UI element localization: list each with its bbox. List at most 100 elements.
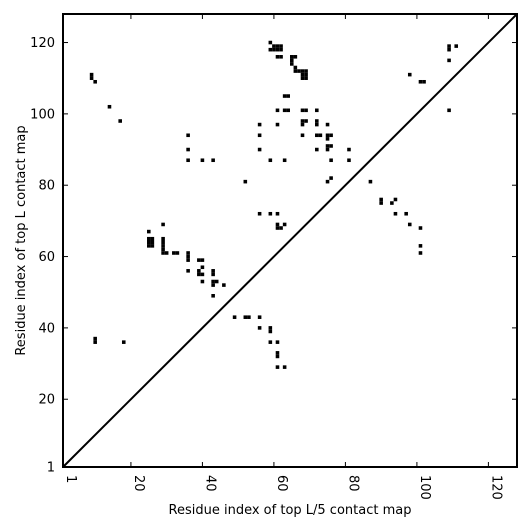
- contact-point: [268, 158, 273, 163]
- contact-point: [329, 144, 333, 148]
- contact-point: [329, 133, 333, 138]
- diagonal-line: [62, 13, 518, 468]
- contact-point: [304, 72, 308, 77]
- x-tick-label: 80: [345, 475, 360, 492]
- contact-point: [315, 133, 319, 138]
- contact-point: [275, 351, 280, 355]
- contact-point: [186, 158, 190, 163]
- contact-point: [200, 279, 205, 284]
- contact-point: [290, 62, 294, 66]
- contact-point: [211, 158, 215, 163]
- contact-point: [161, 222, 165, 227]
- contact-point: [329, 176, 333, 180]
- contact-point: [347, 158, 351, 163]
- contact-point: [422, 79, 426, 84]
- contact-point: [300, 69, 305, 73]
- contact-point: [282, 158, 287, 163]
- contact-point: [150, 240, 155, 245]
- contact-point: [243, 179, 248, 184]
- contact-point: [93, 336, 97, 341]
- contact-point: [257, 133, 262, 138]
- contact-point: [300, 72, 305, 77]
- contact-point: [121, 340, 126, 344]
- contact-point: [186, 258, 190, 262]
- contact-point: [257, 211, 262, 216]
- y-tick-label: 40: [38, 321, 55, 336]
- contact-point: [107, 104, 112, 109]
- contact-point: [329, 158, 333, 163]
- contact-point: [293, 65, 298, 70]
- contact-point: [315, 119, 319, 123]
- y-tick-label: 1: [47, 461, 55, 476]
- contact-point: [304, 76, 308, 80]
- contact-point: [393, 197, 398, 202]
- contact-point: [172, 251, 176, 255]
- contact-point: [315, 122, 319, 127]
- contact-point: [325, 137, 330, 141]
- contact-point: [300, 122, 305, 127]
- contact-point: [300, 119, 305, 123]
- contact-point: [93, 79, 97, 84]
- contact-point: [150, 236, 155, 241]
- contact-point: [325, 133, 330, 138]
- contact-point: [315, 108, 319, 113]
- contact-point: [275, 122, 280, 127]
- contact-point: [186, 147, 190, 152]
- contact-point: [407, 72, 412, 77]
- contact-point: [268, 211, 273, 216]
- y-axis-label: Residue index of top L contact map: [14, 125, 29, 355]
- contact-point: [164, 251, 169, 255]
- contact-point: [93, 340, 97, 344]
- contact-point: [279, 47, 283, 52]
- contact-point: [447, 58, 451, 63]
- contact-point: [300, 133, 305, 138]
- contact-point: [282, 365, 287, 369]
- contact-point: [304, 69, 308, 73]
- contact-point: [347, 147, 351, 152]
- contact-point: [161, 240, 165, 245]
- x-tick-label: 60: [274, 475, 289, 492]
- contact-point: [268, 340, 273, 344]
- contact-point: [447, 47, 451, 52]
- contact-point: [318, 133, 323, 138]
- contact-point: [282, 94, 287, 98]
- contact-point: [211, 269, 215, 273]
- contact-point: [257, 326, 262, 330]
- contact-point: [300, 76, 305, 80]
- contact-point: [147, 240, 151, 245]
- contact-point: [232, 315, 237, 319]
- contact-point: [418, 79, 423, 84]
- contact-point: [407, 222, 412, 227]
- contact-point: [293, 55, 298, 59]
- contact-point: [197, 272, 201, 277]
- contact-point: [89, 72, 94, 77]
- contact-point: [257, 122, 262, 127]
- contact-point: [161, 236, 165, 241]
- contact-point: [186, 133, 190, 138]
- contact-point: [200, 272, 205, 277]
- contact-point: [325, 144, 330, 148]
- y-tick-label: 60: [38, 250, 55, 265]
- x-axis-ticks: 1 20 40 60 80 100 120: [62, 14, 503, 500]
- contact-point: [275, 44, 280, 48]
- contact-point: [286, 108, 290, 113]
- contact-point: [247, 315, 251, 319]
- contact-point: [197, 269, 201, 273]
- contact-point: [325, 122, 330, 127]
- contact-point: [325, 179, 330, 184]
- contact-point: [275, 108, 280, 113]
- contact-point: [297, 69, 301, 73]
- contact-point: [161, 244, 165, 248]
- contact-points: [89, 40, 459, 369]
- contact-point: [379, 201, 383, 205]
- contact-point: [282, 108, 287, 113]
- contact-point: [211, 272, 215, 277]
- contact-point: [214, 279, 219, 284]
- contact-point: [186, 269, 190, 273]
- x-tick-label: 40: [202, 475, 217, 492]
- contact-point: [275, 365, 280, 369]
- contact-point: [304, 108, 308, 113]
- y-tick-label: 20: [38, 393, 55, 408]
